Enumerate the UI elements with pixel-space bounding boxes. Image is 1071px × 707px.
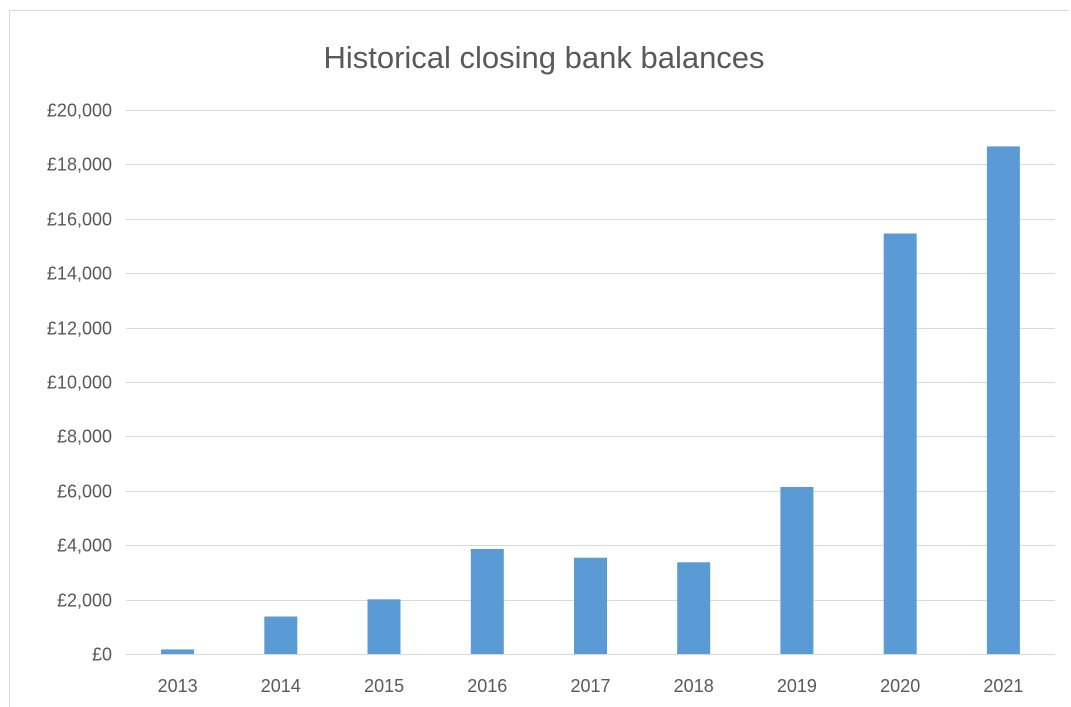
y-tick-label: £0 (92, 645, 112, 665)
y-tick-label: £8,000 (57, 427, 112, 447)
x-tick-label: 2021 (983, 676, 1023, 696)
x-tick-label: 2016 (467, 676, 507, 696)
bar-2017 (574, 557, 607, 654)
bar-2020 (883, 233, 917, 654)
bar-2018 (677, 562, 711, 654)
y-axis-tick-labels: £0 £2,000 £4,000 £6,000 £8,000 £10,000 £12,000… (47, 101, 112, 665)
y-tick-label: £4,000 (57, 536, 112, 556)
x-tick-label: 2013 (158, 676, 198, 696)
x-axis-tick-labels: 2013 2014 2015 2016 2017 2018 2019 2020 2021 (158, 676, 1024, 696)
bar-2013 (161, 649, 195, 654)
y-tick-label: £18,000 (47, 155, 112, 175)
x-tick-label: 2020 (880, 676, 920, 696)
y-tick-label: £14,000 (47, 264, 112, 284)
x-tick-label: 2014 (261, 676, 301, 696)
bar-2014 (264, 616, 298, 654)
x-tick-label: 2018 (674, 676, 714, 696)
x-tick-label: 2015 (364, 676, 404, 696)
bar-2019 (780, 487, 814, 654)
x-tick-label: 2017 (570, 676, 610, 696)
y-tick-label: £10,000 (47, 373, 112, 393)
bars (161, 146, 1020, 654)
y-tick-label: £16,000 (47, 210, 112, 230)
x-tick-label: 2019 (777, 676, 817, 696)
bar-2021 (986, 146, 1020, 654)
bar-2016 (470, 549, 504, 654)
y-tick-label: £12,000 (47, 319, 112, 339)
chart-title: Historical closing bank balances (323, 40, 764, 75)
y-tick-label: £20,000 (47, 101, 112, 121)
y-tick-label: £2,000 (57, 591, 112, 611)
bar-2015 (367, 599, 401, 654)
y-tick-label: £6,000 (57, 482, 112, 502)
